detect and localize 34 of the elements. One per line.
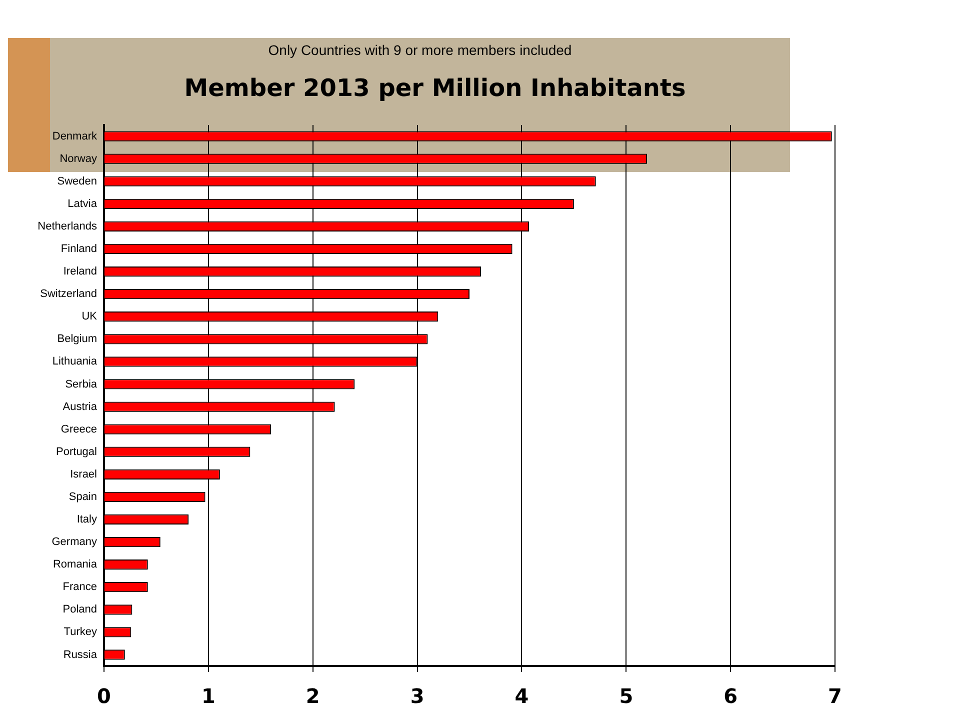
y-tick-label: Belgium <box>57 333 97 346</box>
y-tick-label: Serbia <box>65 378 98 390</box>
y-tick-label: Netherlands <box>38 220 98 232</box>
x-tick-label: 6 <box>724 684 738 708</box>
y-tick-label: Finland <box>60 243 97 256</box>
y-tick-label: Turkey <box>64 626 98 638</box>
y-tick-label: Denmark <box>52 130 98 142</box>
x-tick-label: 0 <box>97 684 111 708</box>
y-tick-label: France <box>62 581 97 594</box>
x-tick-label: 5 <box>619 684 634 708</box>
y-tick-label: Portugal <box>56 446 97 458</box>
y-tick-label: Ireland <box>63 266 97 278</box>
x-tick-label: 7 <box>828 684 842 708</box>
y-tick-label: Germany <box>52 536 98 548</box>
y-tick-label: Norway <box>60 152 98 165</box>
y-tick-label: Sweden <box>57 175 97 188</box>
y-tick-label: Latvia <box>68 198 98 210</box>
x-tick-label: 1 <box>201 684 216 708</box>
chart-title: Member 2013 per Million Inhabitants <box>183 74 687 102</box>
y-tick-label: Romania <box>52 558 98 571</box>
y-tick-label: Spain <box>68 490 97 503</box>
x-tick-label: 2 <box>306 684 320 708</box>
y-tick-label: Israel <box>70 468 97 480</box>
y-tick-label: Russia <box>63 648 98 661</box>
x-tick-label: 4 <box>514 684 529 708</box>
y-tick-label: Switzerland <box>40 288 97 300</box>
y-tick-label: Lithuania <box>52 356 98 368</box>
y-tick-label: UK <box>82 310 98 323</box>
y-tick-label: Poland <box>62 604 97 616</box>
chart-subtitle: Only Countries with 9 or more members included <box>267 42 573 58</box>
y-tick-label: Italy <box>76 514 98 526</box>
y-tick-label: Austria <box>62 400 98 413</box>
x-tick-label: 3 <box>410 684 424 708</box>
y-tick-label: Greece <box>60 423 97 436</box>
